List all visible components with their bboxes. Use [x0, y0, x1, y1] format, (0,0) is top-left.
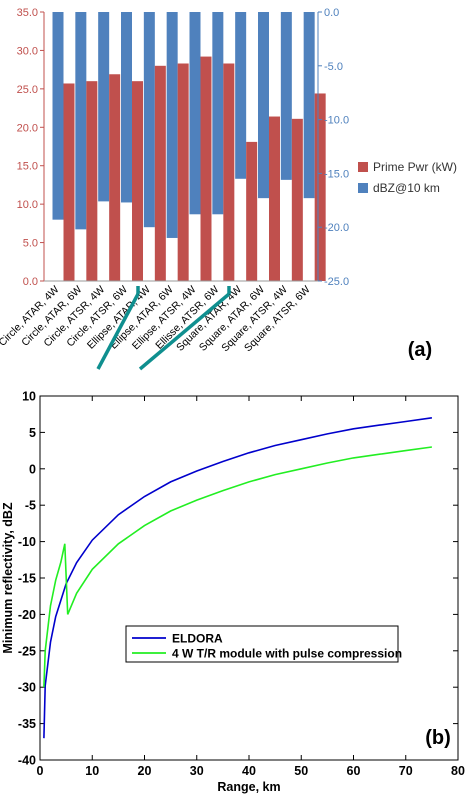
y-tick-label: -25: [18, 644, 36, 658]
bar-dbz: [212, 12, 224, 215]
panel-label-a: (a): [408, 339, 432, 361]
y-axis-label: Minimum reflectivity, dBZ: [1, 502, 15, 654]
bar-prime-power: [314, 93, 326, 282]
left-tick-label: 35.0: [17, 7, 38, 19]
bar-prime-power: [63, 83, 75, 281]
x-tick-label: 20: [138, 764, 152, 778]
bar-dbz: [75, 12, 87, 230]
y-tick-label: -5: [25, 499, 36, 513]
bar-dbz: [235, 12, 247, 179]
series-line-4w-tr-module: [43, 446, 433, 688]
legend-box: [125, 625, 399, 663]
left-tick-label: 25.0: [17, 84, 38, 96]
right-tick-label: -5.0: [324, 61, 343, 73]
bar-prime-power: [86, 81, 98, 282]
bar-prime-power: [269, 116, 280, 281]
right-tick-label: -20.0: [324, 222, 349, 234]
bar-dbz: [166, 12, 178, 238]
right-tick-label: -10.0: [324, 115, 349, 127]
bar-dbz: [303, 12, 315, 199]
bar-dbz: [280, 12, 292, 180]
y-tick-label: -10: [18, 535, 36, 549]
bar-dbz: [52, 12, 64, 220]
bar-dbz: [98, 12, 110, 202]
right-tick-label: 0.0: [324, 7, 339, 19]
y-tick-label: 0: [29, 462, 36, 476]
x-axis-label: Range, km: [217, 780, 280, 794]
chart-b: 0 10 20 30 40 50 60 70 801050-5-10-15-20-25-30-3…: [1, 390, 465, 795]
left-tick-label: 20.0: [17, 122, 38, 134]
x-tick-label: 60: [347, 764, 361, 778]
bar-prime-power: [132, 81, 143, 282]
x-tick-label: 50: [294, 764, 308, 778]
series-line-eldora: [43, 417, 433, 739]
left-tick-label: 0.0: [23, 276, 38, 288]
bar-prime-power: [291, 118, 303, 282]
y-tick-label: 10: [22, 390, 36, 404]
bar-dbz: [121, 12, 132, 203]
x-tick-label: 80: [451, 764, 465, 778]
group-separator: [138, 292, 231, 371]
bar-prime-power: [246, 141, 258, 281]
bar-prime-power: [177, 63, 189, 281]
y-tick-label: -35: [18, 717, 36, 731]
x-tick-label: 70: [399, 764, 413, 778]
bar-prime-power: [200, 56, 212, 281]
right-tick-label: -15.0: [324, 168, 349, 180]
bar-prime-power: [223, 63, 235, 281]
plot-frame: [39, 395, 459, 761]
x-tick-label: 30: [190, 764, 204, 778]
x-tick-label: 0: [37, 764, 44, 778]
y-tick-label: -30: [18, 681, 36, 695]
left-tick-label: 5.0: [23, 238, 38, 250]
bar-dbz: [189, 12, 201, 215]
legend-swatch: [358, 162, 368, 172]
bar-dbz: [258, 12, 269, 199]
right-tick-label: -25.0: [324, 276, 349, 288]
y-tick-label: -15: [18, 572, 36, 586]
bar-prime-power: [109, 74, 121, 281]
legend-label: Prime Pwr (kW): [373, 160, 457, 174]
y-tick-label: 5: [29, 426, 36, 440]
legend-label: ELDORA: [172, 632, 223, 646]
y-tick-label: -20: [18, 608, 36, 622]
legend-label: 4 W T/R module with pulse compression: [172, 647, 402, 661]
x-tick-label: 10: [85, 764, 99, 778]
legend-label: dBZ@10 km: [373, 181, 440, 195]
panel-label-b: (b): [425, 727, 451, 749]
legend-swatch: [358, 183, 368, 193]
left-tick-label: 30.0: [17, 45, 38, 57]
y-tick-label: -40: [18, 754, 36, 768]
left-tick-label: 15.0: [17, 161, 38, 173]
bar-dbz: [143, 12, 155, 228]
left-tick-label: 10.0: [17, 199, 38, 211]
x-tick-label: 40: [242, 764, 256, 778]
group-separator: [96, 293, 140, 370]
bar-prime-power: [154, 65, 166, 281]
